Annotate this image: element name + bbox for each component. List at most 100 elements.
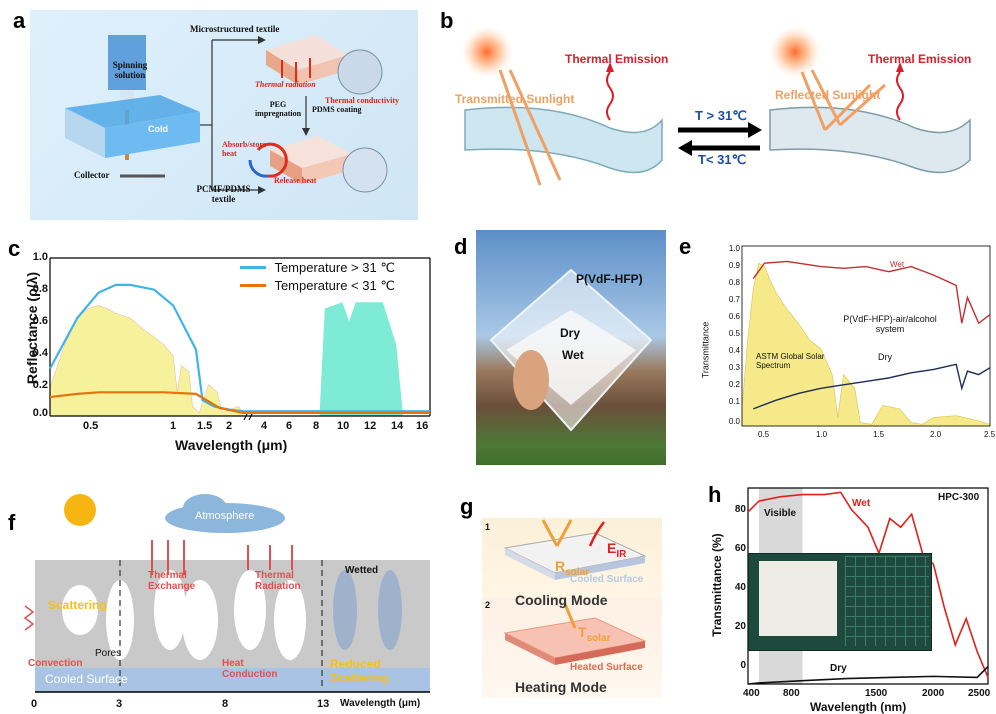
h-xtick: 800 — [783, 688, 800, 699]
c-xtick: 6 — [286, 420, 293, 432]
e-xtick: 2.0 — [930, 430, 942, 439]
g-cooling-mode: Cooling Mode — [515, 592, 608, 608]
panel-c: c Reflectance (ρ/λ) Wavelength (μm) 1.0 … — [0, 230, 440, 460]
h-series-line-wet — [747, 491, 989, 678]
c-solar-spectrum-area — [49, 305, 244, 417]
panel-b: b Therm — [430, 0, 996, 225]
g-cooled-surface: Cooled Surface — [570, 574, 644, 585]
e-ytick: 0.7 — [728, 295, 740, 304]
chart-e-plot — [741, 245, 991, 427]
h-ytick: 0 — [740, 660, 746, 671]
e-label-wet: Wet — [890, 260, 905, 269]
f-label-cooled-surface: Cooled Surface — [45, 672, 128, 686]
h-title: HPC-300 — [938, 492, 980, 503]
c-legend: Temperature > 31 ℃ Temperature < 31 ℃ — [240, 259, 395, 295]
h-yticks: 80 60 40 20 0 — [726, 478, 746, 708]
e-series-line-wet — [752, 260, 991, 325]
e-ytick: 1.0 — [728, 244, 740, 253]
label-release-heat: Release heat — [274, 176, 317, 185]
f-axis-tick: 13 — [317, 698, 330, 710]
label-spinning-solution: Spinning solution — [112, 60, 148, 80]
c-atmospheric-window-area — [319, 302, 404, 416]
c-xtick: 2 — [226, 420, 233, 432]
h-xlabel: Wavelength (nm) — [810, 700, 907, 714]
f-axis-tick: 0 — [31, 698, 38, 710]
h-inset-white-sample — [759, 561, 837, 636]
photo-d-membrane — [489, 268, 653, 432]
label-collector: Collector — [74, 170, 110, 180]
label-t-less: T< 31℃ — [698, 152, 747, 167]
c-series-line-hot — [49, 283, 430, 413]
h-label-visible: Visible — [764, 508, 797, 519]
g-heating-mode: Heating Mode — [515, 679, 607, 695]
g-heated-surface: Heated Surface — [570, 662, 643, 673]
h-xtick: 1500 — [865, 688, 888, 699]
e-yticks: 1.0 0.9 0.8 0.7 0.6 0.5 0.4 0.3 0.2 0.1 … — [720, 230, 740, 460]
panel-letter-h: h — [708, 482, 722, 507]
f-axis-tick: 8 — [222, 698, 229, 710]
panel-letter-e: e — [679, 234, 692, 259]
panel-letter-d: d — [454, 234, 468, 259]
h-label-dry: Dry — [830, 663, 847, 674]
c-series-line-cold — [49, 391, 430, 414]
c-xtick: 16 — [416, 420, 429, 432]
f-axis-tick: 3 — [116, 698, 123, 710]
e-label-system: P(VdF-HFP)-air/alcohol system — [843, 314, 937, 334]
c-xtick: 4 — [261, 420, 268, 432]
f-label-atmosphere: Atmosphere — [195, 510, 255, 522]
f-sun-icon — [64, 494, 96, 526]
panel-letter-b: b — [440, 8, 454, 33]
h-ytick: 20 — [734, 621, 746, 632]
panel-d: d P(VdF-HFP) Dry Wet — [454, 230, 670, 465]
e-series-line-dry — [753, 363, 991, 410]
g-r-solar: Rsolar — [555, 558, 589, 578]
label-thermal-radiation: Thermal radiation — [255, 80, 316, 89]
f-label-pores: Pores — [95, 648, 122, 659]
label-thermal-emission-left: Thermal Emission — [565, 52, 669, 66]
h-xtick: 2000 — [922, 688, 945, 699]
f-label-thermal-radiation: Thermal Radiation — [255, 570, 301, 592]
d-label-material: P(VdF-HFP) — [576, 272, 643, 286]
c-xlabel: Wavelength (μm) — [175, 437, 288, 453]
e-ytick: 0.1 — [728, 397, 740, 406]
f-label-thermal-exchange: Thermal Exchange — [148, 570, 196, 592]
c-ytick: 0.0 — [32, 407, 48, 419]
panel-b-illustration — [461, 26, 971, 186]
g-e-ir-main: E — [607, 540, 617, 556]
g-illustration — [503, 519, 647, 665]
g-r-solar-main: R — [555, 558, 566, 574]
e-ytick: 0.6 — [728, 312, 740, 321]
e-xtick: 1.0 — [816, 430, 828, 439]
e-plot-frame — [741, 245, 991, 427]
f-label-scattering: Scattering — [48, 598, 107, 612]
c-xtick: 14 — [391, 420, 404, 432]
g-t-solar-main: T — [578, 624, 587, 640]
f-label-reduced-scattering: Reduced Scattering — [330, 657, 389, 685]
c-ytick: 0.2 — [32, 379, 48, 391]
g-num-1: 1 — [485, 522, 491, 532]
e-solar-spectrum-area — [741, 262, 991, 427]
h-label-wet: Wet — [852, 498, 871, 509]
label-thermal-conductivity: Thermal conductivity — [325, 96, 399, 105]
e-ytick: 0.4 — [728, 346, 740, 355]
panel-a-illustration — [65, 35, 388, 194]
c-legend-cold-label: Temperature < 31 ℃ — [274, 277, 395, 293]
c-legend-cold: Temperature < 31 ℃ — [240, 277, 395, 295]
label-absorb-store-heat: Absorb/store heat — [222, 140, 267, 158]
label-t-greater: T > 31℃ — [695, 108, 747, 123]
c-ytick: 0.4 — [32, 347, 48, 359]
panel-e: e Transmittance 1.0 0.9 0.8 0.7 0.6 0.5 … — [679, 230, 996, 465]
h-xtick: 2500 — [968, 688, 991, 699]
label-peg-impregnation: PEG impregnation — [254, 100, 302, 118]
g-t-solar: Tsolar — [578, 624, 610, 644]
e-ytick: 0.9 — [728, 261, 740, 270]
e-label-solar: ASTM Global Solar Spectrum — [756, 352, 825, 370]
e-ytick: 0.0 — [728, 417, 740, 426]
c-ytick: 1.0 — [32, 251, 48, 263]
c-ytick: 0.8 — [32, 283, 48, 295]
h-series-line-dry — [747, 666, 989, 685]
c-ytick: 0.6 — [32, 315, 48, 327]
panel-letter-a: a — [13, 8, 26, 33]
f-cooled-surface-bar — [35, 668, 430, 692]
e-label-dry: Dry — [878, 352, 892, 362]
